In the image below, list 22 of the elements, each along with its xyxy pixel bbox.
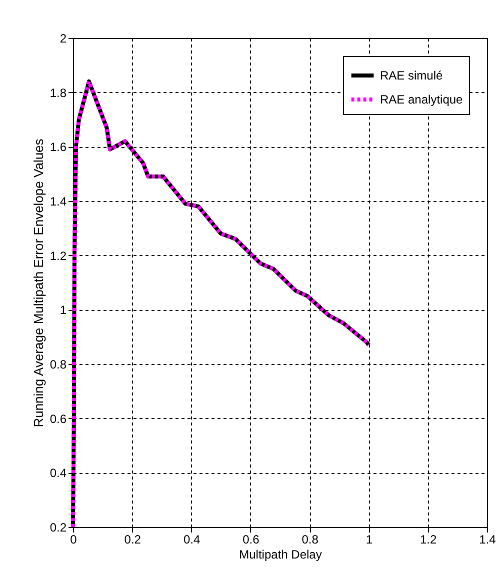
- x-tick-label: 1: [366, 532, 373, 546]
- x-tick-label: 0: [70, 532, 78, 546]
- y-tick-label: 0.8: [50, 358, 67, 372]
- y-tick-label: 1.8: [50, 86, 67, 100]
- y-tick-label: 2: [60, 32, 67, 46]
- y-tick-label: 0.6: [50, 412, 67, 426]
- x-tick-label: 0.4: [183, 532, 200, 546]
- x-tick-label: 1.4: [479, 532, 496, 546]
- x-tick-label: 0.2: [124, 532, 142, 546]
- legend-label: RAE analytique: [380, 92, 464, 106]
- legend-label: RAE simulé: [380, 68, 444, 82]
- x-tick-label: 1.2: [420, 532, 438, 546]
- y-tick-label: 1.2: [50, 248, 67, 263]
- y-tick-label: 1: [60, 303, 67, 318]
- y-tick-label: 1.4: [50, 194, 67, 208]
- y-tick-label: 0.2: [50, 520, 67, 534]
- x-tick-label: 0.8: [302, 532, 319, 546]
- y-tick-label: 1.6: [50, 140, 67, 154]
- x-tick-label: 0.6: [242, 532, 260, 546]
- y-axis-title: Running Average Multipath Error Envelope Values: [30, 138, 46, 428]
- y-tick-label: 0.4: [50, 466, 67, 480]
- x-axis-title: Multipath Delay: [239, 548, 322, 562]
